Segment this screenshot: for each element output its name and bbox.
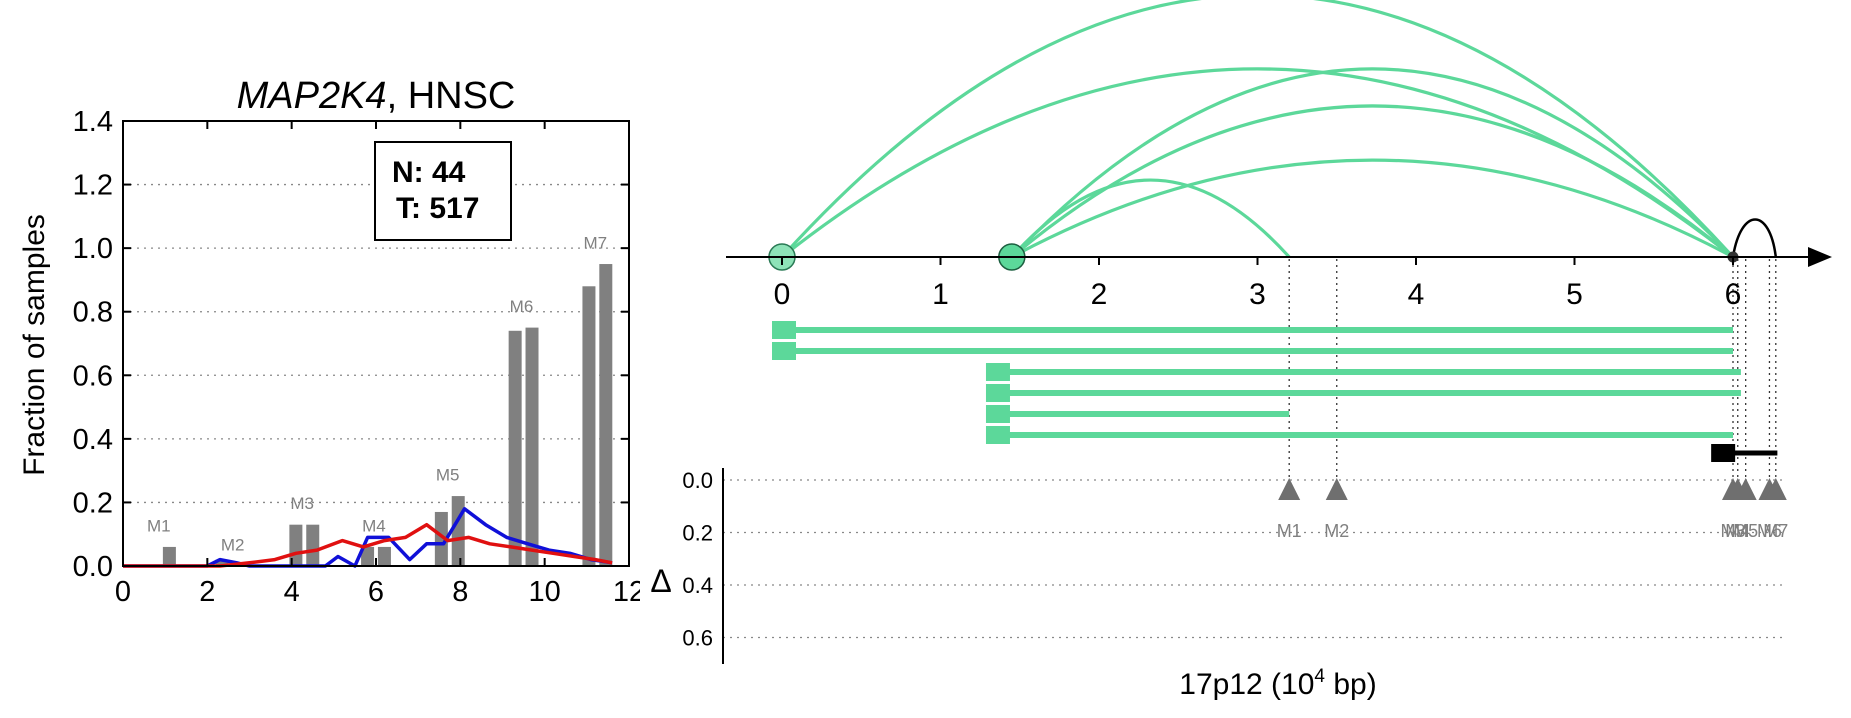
arc-link [1010, 104, 1735, 259]
genome-axis-label: 17p12 (104 bp) [1179, 666, 1376, 701]
delta-axis: 0.0 0.2 0.4 0.6 [682, 468, 724, 664]
x-tick-label: 6 [368, 576, 384, 608]
x-tick-label: 10 [529, 576, 561, 608]
fraction-chart-ticks: 0.0 0.2 0.4 0.6 0.8 1.0 1.2 1.4 0 2 4 6 8 10 12 [73, 106, 640, 608]
genome-tick-label: 4 [1408, 278, 1425, 311]
arc-link [1010, 67, 1735, 259]
delta-marker [1278, 478, 1301, 500]
delta-axis-label: Δ [650, 563, 671, 599]
bar [525, 327, 539, 566]
legend-box [374, 141, 512, 241]
delta-marker [1734, 478, 1757, 500]
span-segments [772, 321, 1778, 462]
bar [582, 286, 596, 566]
y-tick-label: 0.4 [73, 424, 113, 456]
span-segment-start [985, 384, 1010, 402]
fraction-chart-title: MAP2K4, HNSC [237, 75, 516, 117]
bar [306, 524, 320, 566]
genome-tick-label: 2 [1091, 278, 1108, 311]
delta-tick-label: 0.6 [682, 626, 713, 651]
arc-links [768, 0, 1778, 271]
bar [508, 330, 522, 566]
bar-label: M2 [221, 535, 245, 554]
bar [162, 546, 176, 566]
delta-marker-label: M3 [1720, 521, 1745, 541]
self-loop [1731, 218, 1778, 258]
y-tick-label: 0.6 [73, 360, 113, 392]
bar [599, 264, 613, 566]
delta-tick-label: 0.0 [682, 468, 713, 493]
y-tick-label: 0.0 [73, 551, 113, 583]
bar [361, 546, 375, 566]
span-segment-start [985, 363, 1010, 381]
y-tick-label: 0.2 [73, 487, 113, 519]
bar-label: M1 [147, 516, 171, 535]
bar [377, 546, 391, 566]
fraction-chart-bars [162, 264, 613, 566]
fraction-chart-ylabel: Fraction of samples [18, 214, 51, 476]
gene-feature-start [1711, 444, 1736, 462]
genome-tick-label: 5 [1566, 278, 1583, 311]
arc-link [1011, 158, 1734, 259]
x-tick-label: 8 [452, 576, 468, 608]
y-tick-label: 1.0 [73, 233, 113, 265]
bar [434, 511, 448, 566]
genome-tick-label: 6 [1725, 278, 1742, 311]
genome-tick-label: 0 [774, 278, 791, 311]
delta-grid [723, 479, 1785, 639]
series-line [123, 522, 613, 568]
bar-label: M7 [583, 234, 607, 253]
span-segment-start [985, 426, 1010, 444]
delta-marker-label: M1 [1277, 521, 1302, 541]
genome-axis-arrow [1808, 247, 1832, 267]
arc-link [1010, 178, 1291, 259]
genome-tick-label: 1 [932, 278, 949, 311]
x-tick-label: 2 [199, 576, 215, 608]
delta-marker-label: M6 [1757, 521, 1782, 541]
arc-link [780, 0, 1735, 259]
delta-tick-label: 0.4 [682, 573, 713, 598]
span-segment-start [772, 342, 796, 360]
bar-label: M4 [362, 516, 386, 535]
delta-marker-label: M4 [1725, 521, 1750, 541]
span-segment-start [985, 405, 1010, 423]
delta-tick-label: 0.2 [682, 521, 713, 546]
x-tick-label: 4 [284, 576, 300, 608]
delta-marker-label: M7 [1763, 521, 1788, 541]
delta-marker-label: M5 [1733, 521, 1758, 541]
delta-marker-label: M2 [1324, 521, 1349, 541]
legend-t-label: T: 517 [396, 192, 479, 225]
genome-tick-label: 3 [1249, 278, 1266, 311]
y-tick-label: 1.2 [73, 170, 113, 202]
legend-n-label: N: 44 [392, 156, 466, 189]
fraction-chart-bar-labels: M1 M2 M3 M4 M5 M6 M7 [147, 234, 607, 555]
marker-guide-lines [1288, 259, 1777, 482]
delta-marker [1325, 478, 1348, 500]
genome-axis: 0 1 2 3 4 5 6 [726, 247, 1832, 311]
y-tick-label: 0.8 [73, 297, 113, 329]
arc-link [781, 67, 1734, 259]
bar-label: M3 [290, 494, 314, 513]
x-tick-label: 0 [115, 576, 131, 608]
bar-label: M6 [510, 297, 534, 316]
bar [215, 559, 229, 566]
delta-marker [1764, 478, 1787, 500]
y-tick-label: 1.4 [73, 106, 113, 138]
x-tick-label: 12 [613, 576, 640, 608]
bar-label: M5 [436, 466, 460, 485]
span-segment-start [772, 321, 796, 339]
